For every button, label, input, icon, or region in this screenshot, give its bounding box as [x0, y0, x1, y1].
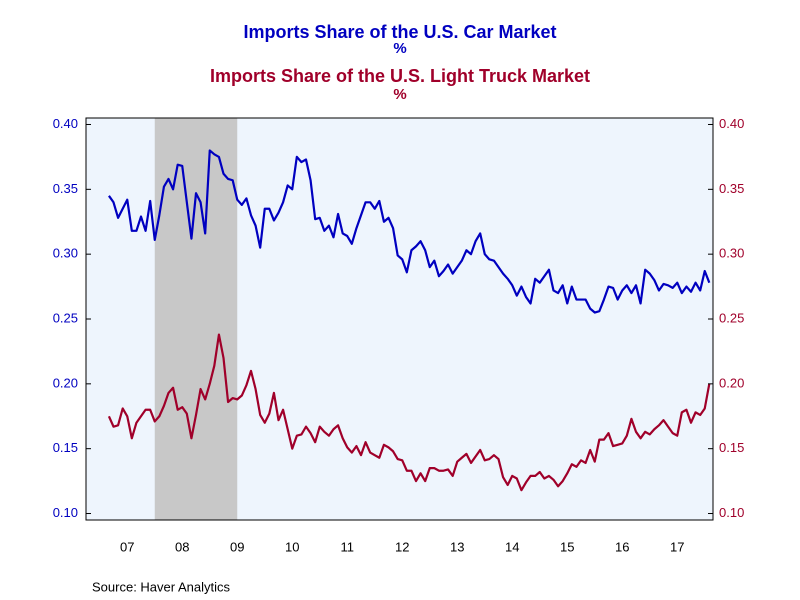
y2-tick-label: 0.10 [719, 505, 744, 520]
subtitle-unit: % [393, 86, 406, 103]
x-tick-label: 15 [560, 539, 574, 554]
y2-tick-label: 0.20 [719, 375, 744, 390]
title-unit: % [393, 40, 406, 57]
x-tick-label: 10 [285, 539, 299, 554]
y2-tick-label: 0.25 [719, 310, 744, 325]
y2-tick-label: 0.40 [719, 116, 744, 131]
y-tick-label: 0.15 [53, 440, 78, 455]
x-tick-label: 09 [230, 539, 244, 554]
y-tick-label: 0.40 [53, 116, 78, 131]
x-tick-label: 17 [670, 539, 684, 554]
y2-tick-label: 0.30 [719, 246, 744, 261]
y-tick-label: 0.10 [53, 505, 78, 520]
chart-title: Imports Share of the U.S. Car Market [243, 22, 556, 42]
source-note: Source: Haver Analytics [92, 579, 231, 594]
x-tick-label: 08 [175, 539, 189, 554]
chart-subtitle: Imports Share of the U.S. Light Truck Ma… [210, 66, 590, 86]
y2-tick-label: 0.35 [719, 181, 744, 196]
series-line [108, 149, 711, 314]
x-tick-label: 12 [395, 539, 409, 554]
x-tick-label: 13 [450, 539, 464, 554]
y-tick-label: 0.25 [53, 310, 78, 325]
x-tick-label: 14 [505, 539, 519, 554]
y-tick-label: 0.35 [53, 181, 78, 196]
x-tick-label: 11 [341, 539, 355, 554]
y-tick-label: 0.20 [53, 375, 78, 390]
series-line [107, 333, 711, 492]
x-tick-label: 07 [120, 539, 134, 554]
x-tick-label: 16 [615, 539, 629, 554]
recession-shade [154, 118, 238, 520]
y-tick-label: 0.30 [53, 246, 78, 261]
y2-tick-label: 0.15 [719, 440, 744, 455]
